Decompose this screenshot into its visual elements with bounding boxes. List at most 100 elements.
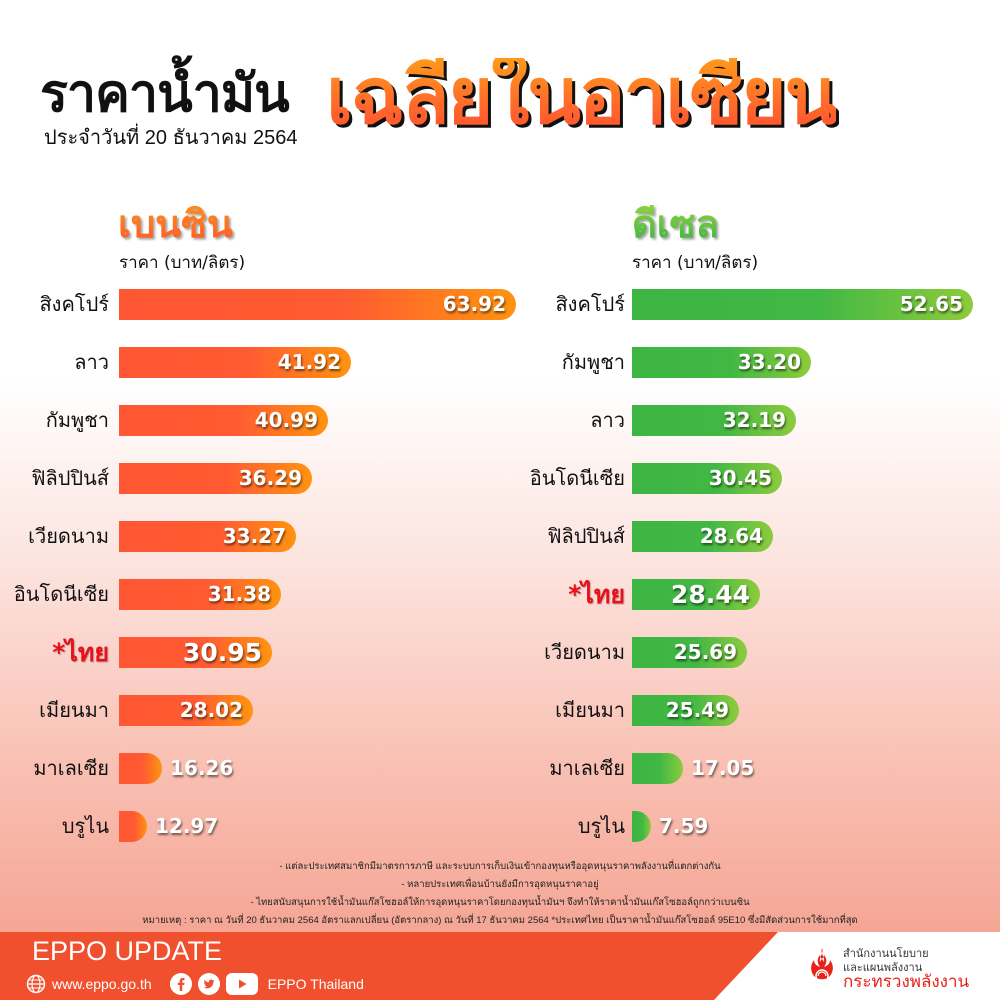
- chart-row: เมียนมา 28.02: [0, 695, 520, 726]
- price-value: 36.29: [238, 466, 302, 490]
- chart-row: สิงคโปร์ 52.65: [520, 289, 1000, 320]
- price-value: 31.38: [207, 582, 271, 606]
- country-label: อินโดนีเซีย: [529, 466, 625, 490]
- price-bar: [632, 579, 760, 610]
- country-label: เวียดนาม: [28, 524, 109, 548]
- chart-row: ฟิลิปปินส์ 28.64: [520, 521, 1000, 552]
- country-label: เมียนมา: [39, 698, 109, 722]
- price-bar: [119, 637, 272, 668]
- chart-row: *ไทย 28.44: [520, 579, 1000, 610]
- price-bar: [632, 811, 651, 842]
- price-bar: [119, 405, 328, 436]
- price-bar: [119, 579, 281, 610]
- chart-row: บรูไน 7.59: [520, 811, 1000, 842]
- country-label: *ไทย: [52, 638, 109, 667]
- country-label: เวียดนาม: [544, 640, 625, 664]
- price-value: 63.92: [442, 292, 506, 316]
- country-label: ฟิลิปปินส์: [547, 524, 625, 548]
- chart-row: เมียนมา 25.49: [520, 695, 1000, 726]
- price-bar: [632, 695, 739, 726]
- price-value: 16.26: [170, 756, 234, 780]
- price-bar: [632, 637, 747, 668]
- price-value: 40.99: [254, 408, 318, 432]
- footnotes: - แต่ละประเทศสมาชิกมีมาตรการภาษี และระบบ…: [0, 858, 1000, 930]
- price-bar: [119, 753, 162, 784]
- price-value: 12.97: [155, 814, 219, 838]
- price-value: 28.02: [179, 698, 243, 722]
- chart-row: เวียดนาม 33.27: [0, 521, 520, 552]
- chart-row: ลาว 32.19: [520, 405, 1000, 436]
- price-bar: [632, 463, 782, 494]
- gasoline-unit-label: ราคา (บาท/ลิตร): [119, 253, 246, 273]
- price-value: 25.49: [665, 698, 729, 722]
- flame-emblem-icon: [811, 948, 833, 983]
- globe-icon: [26, 974, 46, 994]
- price-value: 17.05: [691, 756, 755, 780]
- footnote-line: - ไทยสนับสนุนการใช้น้ำมันแก๊สโซฮอล์ให้กา…: [250, 897, 750, 908]
- price-bar: [119, 463, 312, 494]
- price-bar: [632, 753, 683, 784]
- country-label: เมียนมา: [555, 698, 625, 722]
- chart-row: เวียดนาม 25.69: [520, 637, 1000, 668]
- price-bar: [632, 405, 796, 436]
- price-bar: [119, 695, 253, 726]
- footnote-line: - หลายประเทศเพื่อนบ้านยังมีการอุดหนุนราค…: [401, 879, 599, 890]
- country-label: ลาว: [74, 350, 109, 374]
- chart-row: ฟิลิปปินส์ 36.29: [0, 463, 520, 494]
- title-highlight: เฉลี่ยในอาเซียน: [326, 52, 838, 142]
- youtube-icon[interactable]: [225, 973, 258, 995]
- country-label: อินโดนีเซีย: [13, 582, 109, 606]
- title-main: ราคาน้ำมัน: [40, 64, 290, 124]
- price-bar: [119, 347, 351, 378]
- footer-orange-band: EPPO UPDATE www.eppo.go.th EPPO Thailand: [0, 932, 778, 1000]
- website-link[interactable]: www.eppo.go.th: [52, 976, 152, 992]
- price-value: 32.19: [722, 408, 786, 432]
- price-value: 33.20: [737, 350, 801, 374]
- title-date: ประจำวันที่ 20 ธันวาคม 2564: [44, 127, 298, 149]
- country-label: มาเลเซีย: [33, 756, 109, 780]
- country-label: ลาว: [590, 408, 625, 432]
- country-label: กัมพูชา: [561, 350, 625, 374]
- price-bar: [119, 289, 516, 320]
- chart-row: สิงคโปร์ 63.92: [0, 289, 520, 320]
- footnote-remark: หมายเหตุ : ราคา ณ วันที่ 20 ธันวาคม 2564…: [142, 915, 858, 926]
- logo-text-line2: และแผนพลังงาน: [843, 961, 923, 974]
- price-value: 30.45: [708, 466, 772, 490]
- price-bar: [632, 521, 773, 552]
- chart-row: กัมพูชา 40.99: [0, 405, 520, 436]
- price-bar: [632, 289, 973, 320]
- country-label: มาเลเซีย: [549, 756, 625, 780]
- social-name[interactable]: EPPO Thailand: [267, 976, 364, 992]
- country-label: ฟิลิปปินส์: [31, 466, 109, 490]
- price-value: 28.64: [699, 524, 763, 548]
- price-value: 33.27: [222, 524, 286, 548]
- country-label: บรูไน: [577, 814, 625, 838]
- logo-text-line1: สำนักงานนโยบาย: [843, 947, 929, 960]
- diesel-unit-label: ราคา (บาท/ลิตร): [632, 253, 759, 273]
- chart-row: มาเลเซีย 16.26: [0, 753, 520, 784]
- twitter-icon[interactable]: [197, 973, 220, 995]
- footer-title: EPPO UPDATE: [32, 936, 223, 966]
- gasoline-title: เบนซิน: [118, 202, 233, 246]
- price-value: 28.44: [670, 580, 750, 609]
- logo-text-line3: กระทรวงพลังงาน: [843, 972, 970, 992]
- chart-row: บรูไน 12.97: [0, 811, 520, 842]
- chart-row: อินโดนีเซีย 31.38: [0, 579, 520, 610]
- country-label: *ไทย: [568, 580, 625, 609]
- country-label: บรูไน: [61, 814, 109, 838]
- price-bar: [632, 347, 811, 378]
- chart-row: อินโดนีเซีย 30.45: [520, 463, 1000, 494]
- price-bar: [119, 521, 296, 552]
- price-value: 25.69: [673, 640, 737, 664]
- footer: EPPO UPDATE www.eppo.go.th EPPO Thailand…: [0, 932, 1000, 1000]
- footer-links: www.eppo.go.th EPPO Thailand: [26, 973, 364, 995]
- footnote-line: - แต่ละประเทศสมาชิกมีมาตรการภาษี และระบบ…: [279, 861, 721, 872]
- ministry-logo: สำนักงานนโยบาย และแผนพลังงาน กระทรวงพลัง…: [805, 942, 995, 994]
- diesel-title: ดีเซล: [632, 202, 719, 246]
- chart-row: กัมพูชา 33.20: [520, 347, 1000, 378]
- price-value: 52.65: [899, 292, 963, 316]
- price-value: 41.92: [277, 350, 341, 374]
- chart-row: มาเลเซีย 17.05: [520, 753, 1000, 784]
- facebook-icon[interactable]: [169, 973, 192, 995]
- price-value: 7.59: [659, 814, 709, 838]
